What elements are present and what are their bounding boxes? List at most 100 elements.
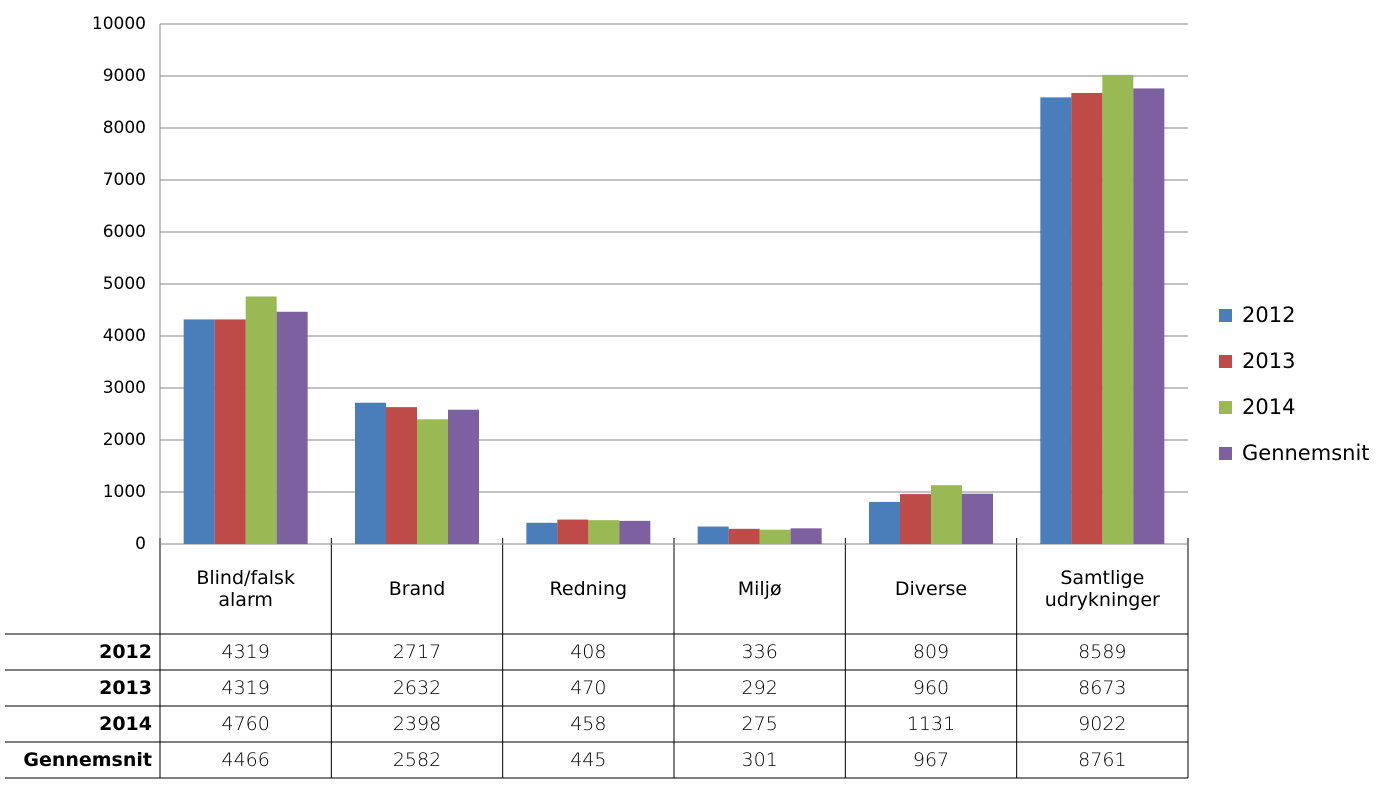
y-tick-label: 0 xyxy=(135,534,146,554)
table-value-text: 2398 xyxy=(392,713,442,735)
bar xyxy=(214,319,246,544)
table-value-text: 2717 xyxy=(392,641,442,663)
table-value: 1131 xyxy=(845,706,1016,742)
table-value: 8589 xyxy=(1017,634,1188,670)
table-value-text: 458 xyxy=(570,713,607,735)
table-value-text: 1131 xyxy=(906,713,956,735)
bar xyxy=(869,501,900,544)
bar xyxy=(355,402,386,544)
bar xyxy=(276,311,308,544)
bar xyxy=(245,296,277,544)
row-label: 2012 xyxy=(5,634,160,670)
table-value-text: 4466 xyxy=(221,749,270,771)
y-tick-label: 7000 xyxy=(103,170,146,190)
table-value: 445 xyxy=(503,742,674,778)
bar xyxy=(557,519,589,544)
table-value: 8761 xyxy=(1017,742,1188,778)
legend-label: Gennemsnit xyxy=(1242,441,1370,465)
bar xyxy=(588,520,620,544)
legend-swatch xyxy=(1219,309,1232,322)
row-label: 2014 xyxy=(5,706,160,742)
row-label: 2013 xyxy=(5,670,160,706)
category-label: Redning xyxy=(503,544,674,634)
y-tick-label: 4000 xyxy=(103,326,146,346)
table-value-text: 470 xyxy=(570,677,607,699)
table-value: 4466 xyxy=(160,742,331,778)
table-value: 4319 xyxy=(160,670,331,706)
bar xyxy=(1133,88,1165,544)
legend-swatch xyxy=(1219,355,1232,368)
bar xyxy=(1071,93,1103,544)
y-tick-label: 9000 xyxy=(103,66,146,86)
table-value: 470 xyxy=(503,670,674,706)
table-value: 4319 xyxy=(160,634,331,670)
table-value-text: 8589 xyxy=(1078,641,1127,663)
category-label: Blind/falsk alarm xyxy=(160,544,331,634)
bar xyxy=(448,409,479,544)
category-label: Diverse xyxy=(845,544,1016,634)
table-value: 960 xyxy=(845,670,1016,706)
legend-label: 2012 xyxy=(1242,303,1295,327)
y-tick-label: 10000 xyxy=(92,14,146,34)
category-label-text: Brand xyxy=(388,578,446,600)
row-label-text: 2012 xyxy=(99,641,152,663)
bar xyxy=(183,319,215,544)
table-value: 275 xyxy=(674,706,845,742)
table-value: 408 xyxy=(503,634,674,670)
table-value-text: 292 xyxy=(741,677,778,699)
legend-swatch xyxy=(1219,447,1232,460)
bar xyxy=(931,485,962,544)
table-value-text: 4760 xyxy=(221,713,270,735)
table-value: 4760 xyxy=(160,706,331,742)
bar xyxy=(900,494,931,544)
bar xyxy=(1102,74,1134,544)
table-value-text: 960 xyxy=(912,677,950,699)
legend-label: 2013 xyxy=(1242,349,1295,373)
table-value-text: 275 xyxy=(741,713,778,735)
table-value-text: 967 xyxy=(912,749,950,771)
y-tick-label: 2000 xyxy=(103,430,146,450)
bar xyxy=(1040,97,1072,544)
table-value-text: 4319 xyxy=(221,641,270,663)
row-label-text: Gennemsnit xyxy=(23,749,152,771)
bar xyxy=(728,528,760,544)
bar xyxy=(417,419,448,544)
category-label-text: Redning xyxy=(549,578,628,600)
table-value: 2582 xyxy=(331,742,502,778)
table-value-text: 445 xyxy=(570,749,607,771)
row-label-text: 2014 xyxy=(99,713,152,735)
table-value-text: 408 xyxy=(570,641,607,663)
table-value: 301 xyxy=(674,742,845,778)
bar xyxy=(386,407,417,544)
table-value: 2632 xyxy=(331,670,502,706)
table-value-text: 301 xyxy=(741,749,778,771)
table-value-text: 336 xyxy=(741,641,778,663)
category-label-text: Samtlige udrykninger xyxy=(1044,567,1160,611)
table-value: 336 xyxy=(674,634,845,670)
table-value: 809 xyxy=(845,634,1016,670)
table-value: 2398 xyxy=(331,706,502,742)
category-label: Brand xyxy=(331,544,502,634)
table-value: 292 xyxy=(674,670,845,706)
table-value: 458 xyxy=(503,706,674,742)
bar xyxy=(697,526,729,544)
bar xyxy=(790,528,822,544)
y-tick-label: 1000 xyxy=(103,482,146,502)
legend-label: 2014 xyxy=(1242,395,1295,419)
table-value-text: 2582 xyxy=(392,749,442,771)
y-tick-label: 5000 xyxy=(103,274,146,294)
table-value: 8673 xyxy=(1017,670,1188,706)
bar xyxy=(526,522,558,544)
legend-swatch xyxy=(1219,401,1232,414)
table-value-text: 9022 xyxy=(1078,713,1127,735)
row-label: Gennemsnit xyxy=(5,742,160,778)
category-label: Miljø xyxy=(674,544,845,634)
category-label-text: Miljø xyxy=(737,578,782,600)
category-label-text: Blind/falsk alarm xyxy=(196,567,295,611)
table-value-text: 8761 xyxy=(1078,749,1127,771)
table-value: 967 xyxy=(845,742,1016,778)
table-value-text: 809 xyxy=(912,641,950,663)
category-label-text: Diverse xyxy=(894,578,968,600)
